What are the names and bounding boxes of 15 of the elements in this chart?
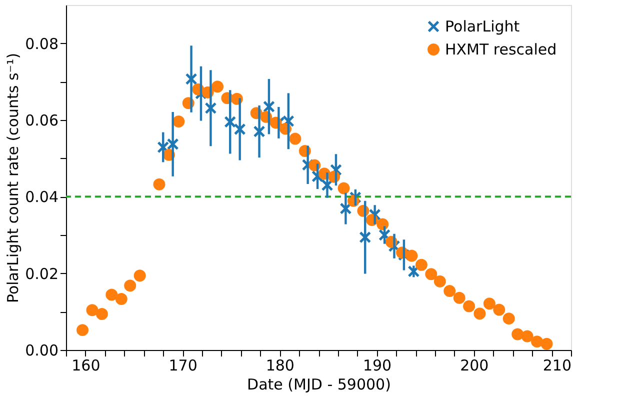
legend-label: HXMT rescaled (445, 40, 557, 58)
x-tick-label: 180 (266, 356, 294, 374)
x-tick-label: 210 (542, 356, 572, 374)
x-tick-label: 190 (362, 356, 392, 374)
y-tick-label: 0.00 (25, 342, 58, 360)
x-tick-label: 170 (168, 356, 198, 374)
legend-label: PolarLight (445, 18, 520, 36)
y-tick-label: 0.02 (25, 264, 58, 283)
y-tick-label: 0.06 (25, 112, 58, 130)
x-tick-label: 200 (460, 356, 489, 374)
y-tick-label: 0.04 (25, 188, 58, 206)
x-tick-label: 160 (72, 356, 100, 374)
x-axis-title: Date (MJD - 59000) (247, 376, 391, 394)
y-tick-label: 0.08 (25, 34, 58, 53)
y-axis-title: PolarLight count rate (counts s⁻¹) (4, 52, 22, 304)
